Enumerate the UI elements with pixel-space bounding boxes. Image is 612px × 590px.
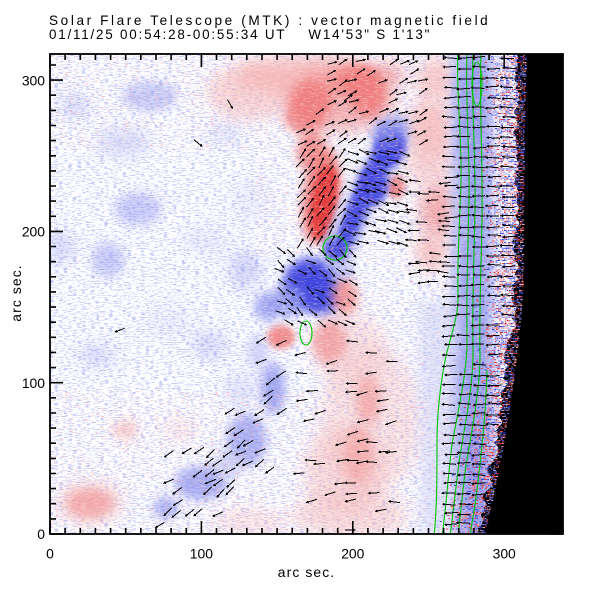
svg-text:300: 300 xyxy=(22,72,45,88)
svg-text:200: 200 xyxy=(341,546,364,562)
svg-text:200: 200 xyxy=(22,224,45,240)
svg-text:300: 300 xyxy=(493,546,516,562)
svg-text:100: 100 xyxy=(190,546,213,562)
svg-text:100: 100 xyxy=(22,375,45,391)
svg-text:arc sec.: arc sec. xyxy=(8,264,24,321)
svg-text:0: 0 xyxy=(37,526,45,542)
svg-text:Solar Flare Telescope (MTK) :: Solar Flare Telescope (MTK) : vector mag… xyxy=(49,13,490,28)
svg-text:01/11/25 00:54:28-00:55:34 UT: 01/11/25 00:54:28-00:55:34 UT W14'53" S … xyxy=(49,27,431,42)
svg-text:0: 0 xyxy=(46,546,54,562)
svg-text:arc sec.: arc sec. xyxy=(278,564,335,580)
